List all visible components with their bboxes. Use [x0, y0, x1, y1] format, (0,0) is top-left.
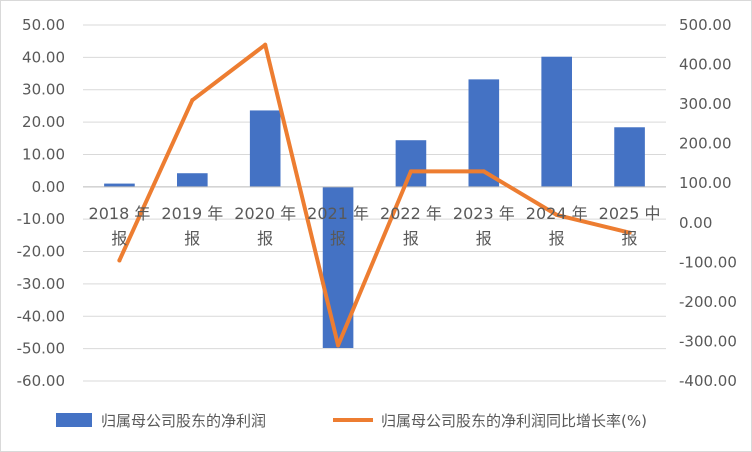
left-tick-0: 50.00: [22, 16, 65, 34]
legend-bar-swatch: [56, 413, 92, 427]
left-tick-4: 10.00: [22, 145, 65, 163]
left-tick-2: 30.00: [22, 81, 65, 99]
right-tick-8: -300.00: [679, 332, 737, 350]
left-tick-5: 0.00: [32, 178, 65, 196]
bar-7: [614, 127, 645, 187]
left-axis-ticks: 50.00 40.00 30.00 20.00 10.00 0.00 -10.00 -20.0…: [17, 16, 65, 390]
right-tick-5: 0.00: [679, 214, 712, 232]
category-label-3-0: 2021 年: [307, 204, 369, 223]
left-tick-8: -30.00: [17, 275, 65, 293]
left-tick-9: -40.00: [17, 307, 65, 325]
growth-point-2: [263, 42, 268, 47]
right-tick-9: -400.00: [679, 372, 737, 390]
right-tick-7: -200.00: [679, 293, 737, 311]
growth-point-3: [336, 343, 341, 348]
growth-point-6: [554, 212, 559, 217]
category-label-4-0: 2022 年: [380, 204, 442, 223]
bar-5: [468, 79, 500, 187]
category-label-5-0: 2023 年: [453, 204, 515, 223]
right-tick-1: 400.00: [679, 56, 732, 74]
right-tick-6: -100.00: [679, 253, 737, 271]
bar-0: [104, 183, 135, 187]
left-tick-11: -60.00: [17, 372, 65, 390]
category-label-7-1: 报: [622, 229, 638, 248]
bar-series: [104, 56, 645, 348]
legend: 归属母公司股东的净利润 归属母公司股东的净利润同比增长率(%): [56, 412, 647, 430]
gridlines: [83, 24, 666, 382]
growth-line: [117, 42, 632, 348]
bar-2: [249, 110, 281, 187]
right-tick-2: 300.00: [679, 95, 732, 113]
category-label-6-0: 2024 年: [526, 204, 588, 223]
category-label-6-1: 报: [549, 229, 565, 248]
legend-bar-label: 归属母公司股东的净利润: [101, 412, 266, 430]
bar-1: [177, 173, 208, 187]
growth-point-0: [117, 258, 122, 263]
category-label-0-0: 2018 年: [89, 204, 151, 223]
growth-point-7: [627, 230, 632, 235]
line-series: [117, 42, 632, 348]
right-tick-4: 100.00: [679, 174, 732, 192]
growth-point-4: [408, 169, 413, 174]
bar-6: [541, 56, 572, 187]
right-tick-0: 500.00: [679, 16, 732, 34]
right-axis-ticks: 500.00 400.00 300.00 200.00 100.00 0.00 -100.0…: [679, 16, 737, 390]
left-tick-10: -50.00: [17, 340, 65, 358]
growth-point-5: [481, 169, 486, 174]
category-label-2-1: 报: [257, 229, 273, 248]
left-tick-3: 20.00: [22, 113, 65, 131]
category-label-0-1: 报: [111, 229, 127, 248]
bar-4: [395, 140, 427, 187]
legend-line-label: 归属母公司股东的净利润同比增长率(%): [381, 412, 647, 430]
left-tick-6: -10.00: [17, 210, 65, 228]
category-label-5-1: 报: [476, 229, 492, 248]
category-label-3-1: 报: [330, 229, 346, 248]
category-label-1-0: 2019 年: [161, 204, 223, 223]
category-label-2-0: 2020 年: [234, 204, 296, 223]
right-tick-3: 200.00: [679, 135, 732, 153]
category-label-7-0: 2025 中: [599, 204, 661, 223]
category-label-4-1: 报: [403, 229, 419, 248]
left-tick-7: -20.00: [17, 243, 65, 261]
category-label-1-1: 报: [184, 229, 200, 248]
left-tick-1: 40.00: [22, 48, 65, 66]
growth-point-1: [190, 98, 195, 103]
